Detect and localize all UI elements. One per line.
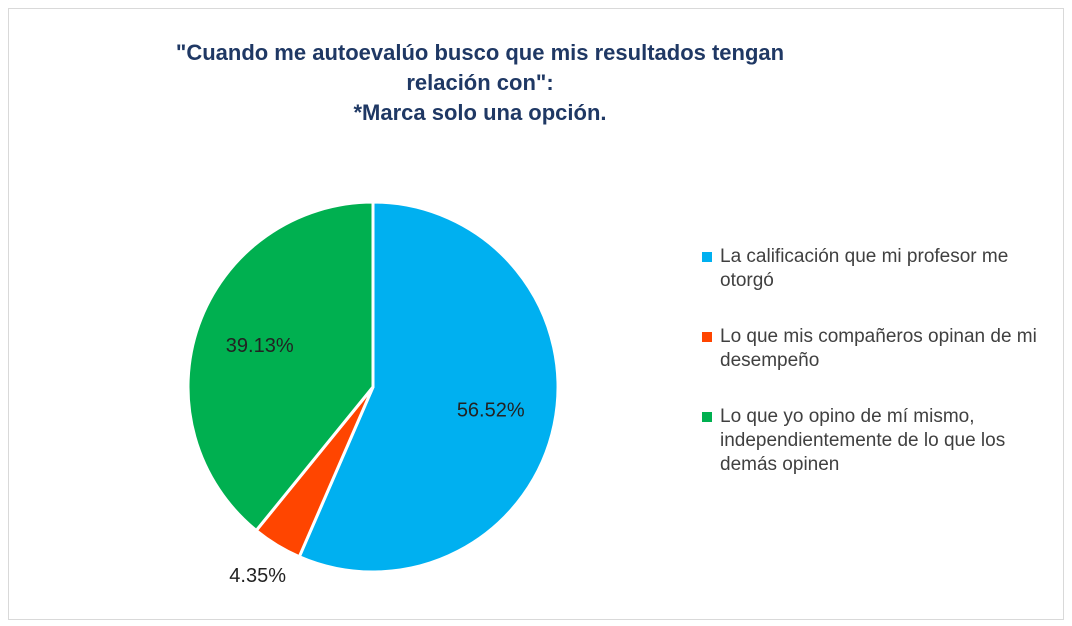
legend-entry: Lo que yo opino de mí mismo, independien…: [700, 405, 1050, 477]
pie-slice: [186, 200, 375, 533]
legend-label: Lo que yo opino de mí mismo, independien…: [720, 406, 1006, 475]
chart-frame: [8, 8, 1064, 620]
title-block: "Cuando me autoevalúo busco que mis resu…: [150, 38, 810, 128]
legend-entry: La calificación que mi profesor me otorg…: [700, 245, 1050, 293]
legend-swatch: [702, 412, 712, 422]
data-label: 4.35%: [229, 565, 286, 587]
chart-subtitle: *Marca solo una opción.: [353, 100, 607, 125]
pie-slice: [297, 200, 560, 574]
legend-swatch: [702, 332, 712, 342]
data-label: 56.52%: [457, 400, 525, 422]
chart-title: "Cuando me autoevalúo busco que mis resu…: [175, 40, 785, 95]
data-label: 39.13%: [226, 335, 294, 357]
legend: La calificación que mi profesor me otorg…: [700, 245, 1050, 509]
legend-swatch: [702, 252, 712, 262]
legend-label: Lo que mis compañeros opinan de mi desem…: [720, 326, 1037, 371]
legend-label: La calificación que mi profesor me otorg…: [720, 246, 1009, 291]
legend-entry: Lo que mis compañeros opinan de mi desem…: [700, 325, 1050, 373]
